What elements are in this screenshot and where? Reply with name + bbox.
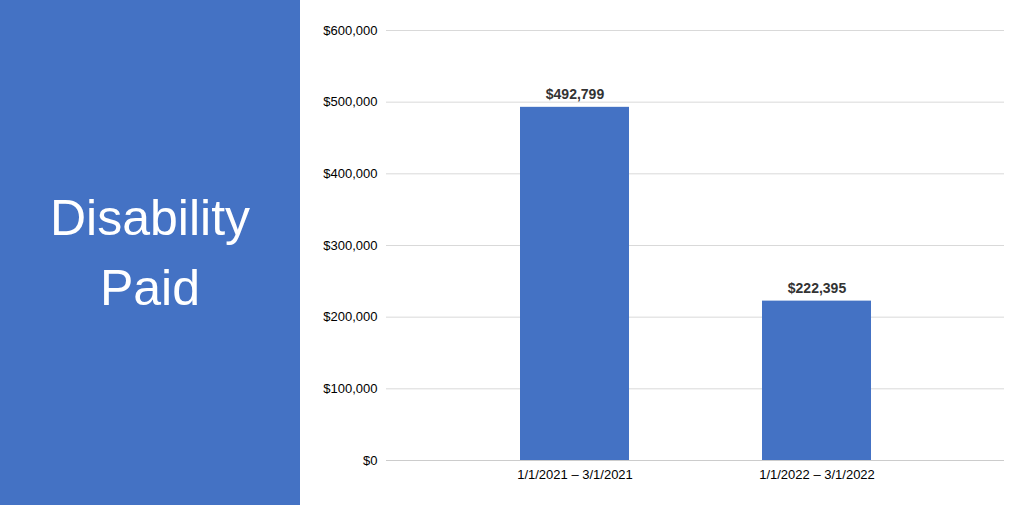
svg-text:$300,000: $300,000: [323, 238, 377, 253]
svg-text:$400,000: $400,000: [323, 166, 377, 181]
svg-text:1/1/2021 – 3/1/2021: 1/1/2021 – 3/1/2021: [517, 467, 633, 482]
svg-text:$0: $0: [363, 453, 377, 468]
svg-text:$492,799: $492,799: [546, 86, 605, 102]
svg-text:$600,000: $600,000: [323, 23, 377, 38]
svg-text:$200,000: $200,000: [323, 309, 377, 324]
svg-text:$500,000: $500,000: [323, 94, 377, 109]
html-text:Disability: Disability: [50, 189, 250, 246]
html-text:Paid: Paid: [100, 259, 200, 316]
svg-text:$222,395: $222,395: [788, 280, 847, 296]
svg-text:1/1/2022 – 3/1/2022: 1/1/2022 – 3/1/2022: [759, 467, 875, 482]
svg-text:$100,000: $100,000: [323, 381, 377, 396]
